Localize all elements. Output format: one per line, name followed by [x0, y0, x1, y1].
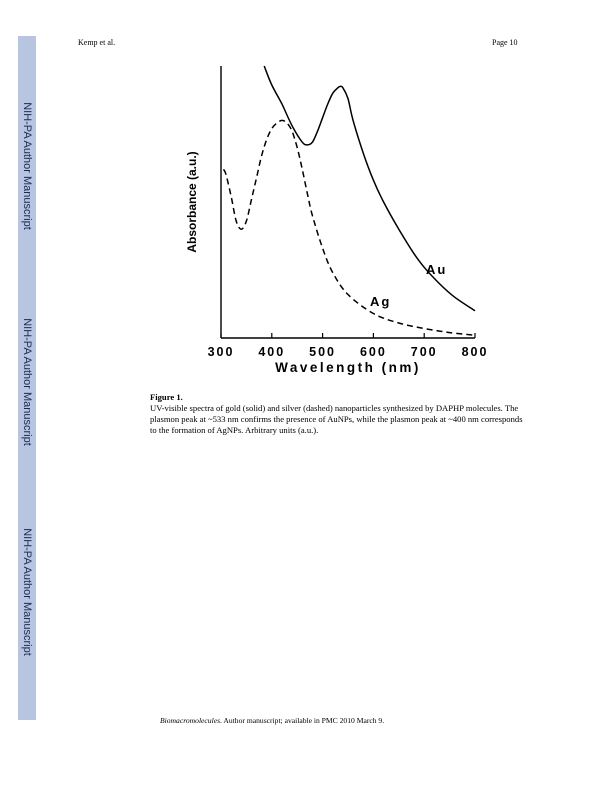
page-footer: Biomacromolecules. Author manuscript; av… [160, 716, 384, 725]
sidebar-label: NIH-PA Author Manuscript [21, 318, 33, 446]
header-author: Kemp et al. [78, 38, 116, 47]
manuscript-sidebar [18, 36, 36, 720]
caption-text: UV-visible spectra of gold (solid) and s… [150, 403, 523, 435]
x-tick-label: 300 [208, 345, 235, 359]
series-label-au: Au [426, 262, 447, 277]
footer-journal: Biomacromolecules [160, 716, 221, 725]
x-tick-label: 700 [411, 345, 438, 359]
uv-vis-chart: 300 400 500 600 700 800 Wavelength (nm) Absor… [185, 65, 489, 375]
sidebar-label: NIH-PA Author Manuscript [21, 528, 33, 656]
x-tick-label: 500 [309, 345, 336, 359]
x-tick-label: 800 [462, 345, 489, 359]
sidebar-label: NIH-PA Author Manuscript [21, 102, 33, 230]
x-tick-label: 400 [258, 345, 285, 359]
header-page-number: Page 10 [492, 38, 518, 47]
series-label-ag: Ag [370, 294, 391, 309]
y-axis-label: Absorbance (a.u.) [185, 151, 199, 252]
x-axis-label: Wavelength (nm) [275, 360, 421, 375]
x-tick-label: 600 [360, 345, 387, 359]
series-line-ag [222, 119, 476, 337]
series-line-au [263, 65, 476, 312]
caption-title: Figure 1. [150, 392, 183, 402]
footer-text: . Author manuscript; available in PMC 20… [220, 716, 385, 725]
figure-caption: Figure 1. UV-visible spectra of gold (so… [150, 392, 530, 436]
figure-1: 300 400 500 600 700 800 Wavelength (nm) Absor… [180, 58, 500, 388]
